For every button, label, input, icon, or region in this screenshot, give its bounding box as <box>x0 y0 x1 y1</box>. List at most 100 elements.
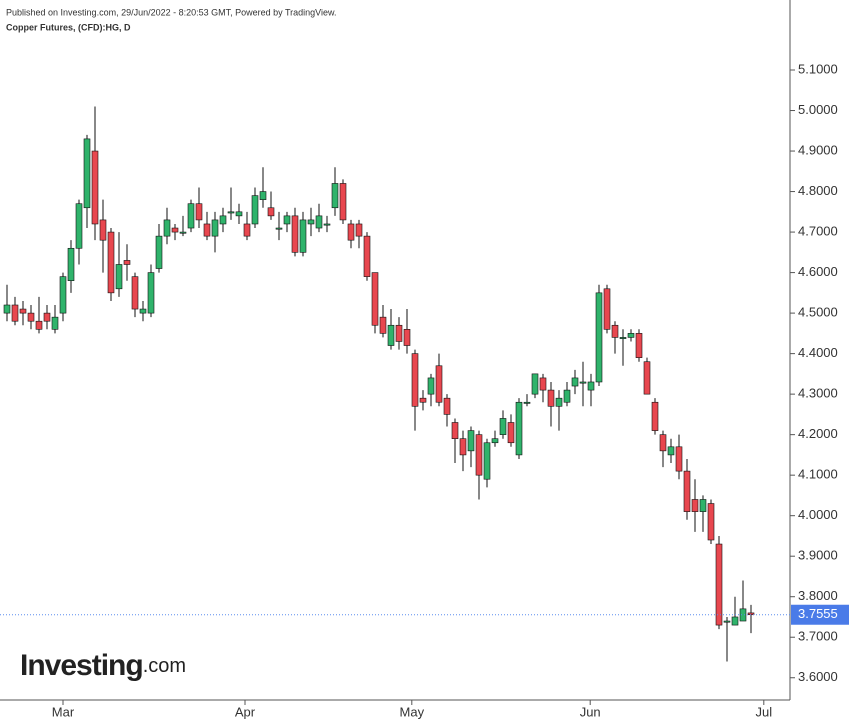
candle-body <box>523 401 531 404</box>
candle-body <box>347 223 355 241</box>
y-tick-label: 4.2000 <box>798 426 838 441</box>
candle-body <box>651 401 659 431</box>
candle-body <box>571 377 579 387</box>
candle-body <box>363 235 371 277</box>
candle-body <box>731 616 739 626</box>
candle-body <box>547 389 555 407</box>
y-tick-label: 5.0000 <box>798 102 838 117</box>
candle-body <box>163 219 171 237</box>
candle-body <box>35 320 43 330</box>
logo: Investing.com <box>20 649 186 682</box>
candle-body <box>27 312 35 322</box>
candle-body <box>483 442 491 480</box>
candle-body <box>555 397 563 407</box>
candle-body <box>435 365 443 403</box>
candle-body <box>243 223 251 237</box>
x-tick-label: May <box>400 704 425 719</box>
candle-body <box>195 203 203 221</box>
candle-body <box>211 219 219 237</box>
candle-body <box>179 231 187 234</box>
x-tick-label: Apr <box>235 704 256 719</box>
candle-body <box>83 138 91 209</box>
candle-body <box>659 434 667 452</box>
candle-body <box>203 223 211 237</box>
published-note: Published on Investing.com, 29/Jun/2022 … <box>6 7 337 17</box>
candle-body <box>507 422 515 444</box>
candle-body <box>99 219 107 241</box>
y-tick-label: 4.5000 <box>798 305 838 320</box>
candle-body <box>331 183 339 209</box>
candle-body <box>395 324 403 342</box>
candle-body <box>259 191 267 200</box>
candle-body <box>675 446 683 472</box>
candle-body <box>371 272 379 326</box>
candle-body <box>595 292 603 383</box>
candle-body <box>627 333 635 338</box>
candle-body <box>635 333 643 358</box>
y-tick-label: 4.8000 <box>798 183 838 198</box>
candle-body <box>459 438 467 456</box>
candle-body <box>531 373 539 395</box>
y-tick-label: 5.1000 <box>798 61 838 76</box>
y-tick-label: 4.4000 <box>798 345 838 360</box>
candle-body <box>339 183 347 221</box>
candle-body <box>219 215 227 225</box>
candle-body <box>539 377 547 391</box>
candle-body <box>323 223 331 226</box>
y-tick-label: 4.1000 <box>798 467 838 482</box>
candle-body <box>91 150 99 225</box>
candle-body <box>235 211 243 217</box>
candle-body <box>723 620 731 623</box>
candle-body <box>291 215 299 253</box>
candle-body <box>131 276 139 310</box>
candle-body <box>691 499 699 512</box>
candle-body <box>11 304 19 322</box>
candle-body <box>715 543 723 626</box>
candle-body <box>355 223 363 237</box>
y-tick-label: 4.7000 <box>798 224 838 239</box>
candle-body <box>499 418 507 435</box>
candle-body <box>739 608 747 622</box>
candle-body <box>451 422 459 440</box>
candle-body <box>611 324 619 338</box>
candle-body <box>475 434 483 476</box>
x-tick-label: Mar <box>52 704 75 719</box>
candle-body <box>667 446 675 456</box>
y-tick-label: 4.6000 <box>798 264 838 279</box>
candle-body <box>411 353 419 407</box>
x-tick-label: Jun <box>580 704 601 719</box>
candle-body <box>643 361 651 395</box>
candle-body <box>59 276 67 314</box>
x-tick-label: Jul <box>755 704 772 719</box>
candle-body <box>123 260 131 265</box>
candle-body <box>387 324 395 346</box>
candle-body <box>515 401 523 456</box>
candle-body <box>603 288 611 330</box>
candle-body <box>75 203 83 249</box>
candle-body <box>155 235 163 269</box>
y-tick-label: 4.9000 <box>798 142 838 157</box>
candle-body <box>699 499 707 512</box>
candle-body <box>187 203 195 229</box>
candle-body <box>283 215 291 225</box>
last-price-box <box>791 604 849 625</box>
candle-body <box>3 304 11 314</box>
candle-body <box>403 329 411 346</box>
y-tick-label: 3.8000 <box>798 588 838 603</box>
candle-body <box>315 215 323 229</box>
candle-body <box>619 337 627 339</box>
y-tick-label: 3.7000 <box>798 629 838 644</box>
candle-body <box>147 272 155 314</box>
y-tick-label: 4.3000 <box>798 386 838 401</box>
candle-body <box>707 503 715 541</box>
candle-body <box>51 316 59 330</box>
candle-body <box>683 470 691 512</box>
logo-main: Investing <box>20 649 143 682</box>
y-tick-label: 4.0000 <box>798 507 838 522</box>
candle-body <box>107 231 115 294</box>
logo-suffix: .com <box>143 655 186 677</box>
candle-body <box>275 227 283 230</box>
candle-body <box>467 430 475 452</box>
